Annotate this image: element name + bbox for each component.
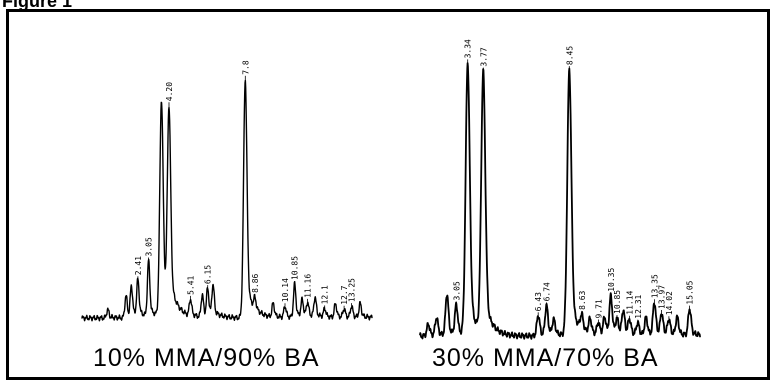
peak-label: 3.77 [479, 47, 488, 66]
peak-label: 8.86 [251, 273, 260, 292]
peak-label: 3.05 [452, 281, 461, 300]
peak-label: 3.34 [464, 39, 473, 58]
peak-label: 12.1 [321, 285, 330, 304]
peak-label: 12.31 [634, 294, 643, 318]
figure-frame [6, 9, 770, 380]
peak-label: 13.35 [650, 274, 659, 298]
peak-label: 9.71 [594, 299, 603, 318]
peak-label: 7.8 [241, 60, 250, 75]
peak-label: 3.05 [145, 237, 154, 256]
chromatogram-trace-10-mma [81, 79, 373, 322]
peak-label: 13.25 [348, 278, 357, 302]
peak-label: 13.97 [658, 285, 667, 309]
peak-label: 4.20 [165, 82, 174, 101]
peak-label: 2.41 [134, 256, 143, 275]
peak-label: 11.16 [304, 274, 313, 298]
peak-label: 15.05 [686, 280, 695, 304]
peak-label: 6.74 [543, 282, 552, 301]
peak-label: 10.14 [281, 278, 290, 302]
peak-label: 10.85 [613, 290, 622, 314]
peak-label: 8.63 [578, 290, 587, 309]
peak-labels-30-mma: 3.05 3.34 3.77 6.436.74 8.45 8.63 9.71 10.3510.… [452, 39, 695, 325]
peak-label: 8.45 [565, 46, 574, 65]
peak-label: 12.7 [340, 285, 349, 304]
peak-label: 6.15 [204, 265, 213, 284]
figure-heading: Figure 1 [2, 0, 73, 11]
panel-caption-10-mma: 10% MMA/90% BA [93, 344, 320, 372]
peak-label: 6.43 [534, 292, 543, 311]
peak-label: 11.14 [626, 290, 635, 314]
peak-label: 14.02 [665, 291, 674, 315]
chromatogram-trace-30-mma [419, 62, 701, 340]
chromatogram-panel-30-mma: 3.05 3.34 3.77 6.436.74 8.45 8.63 9.71 10.3510.… [419, 39, 701, 372]
peak-label: 10.85 [291, 256, 300, 280]
peak-label: 10.35 [607, 268, 616, 292]
panel-caption-30-mma: 30% MMA/70% BA [432, 344, 659, 372]
peak-label: 5.41 [187, 275, 196, 294]
